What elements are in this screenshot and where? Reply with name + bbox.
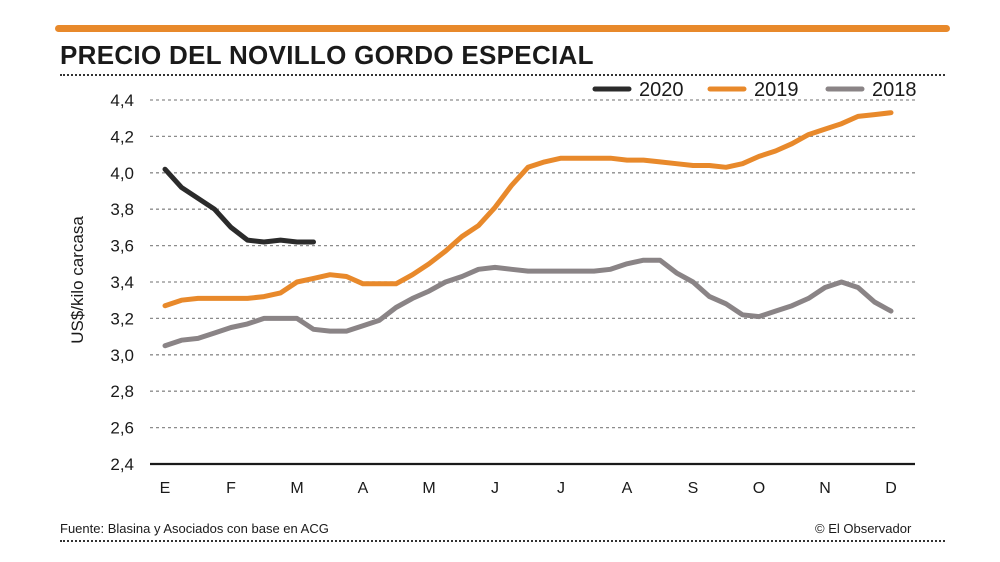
x-tick-label: O xyxy=(753,480,765,497)
y-tick-label: 2,6 xyxy=(110,419,134,438)
y-tick-label: 4,4 xyxy=(110,91,134,110)
y-tick-label: 3,8 xyxy=(110,200,134,219)
credit-label: © El Observador xyxy=(815,521,912,536)
x-tick-label: M xyxy=(290,480,303,497)
x-tick-label: D xyxy=(885,480,897,497)
top-accent-bar xyxy=(55,25,950,32)
y-tick-label: 2,4 xyxy=(110,455,134,474)
y-tick-label: 3,0 xyxy=(110,346,134,365)
x-tick-label: F xyxy=(226,480,236,497)
x-tick-label: J xyxy=(491,480,499,497)
legend-label-2020: 2020 xyxy=(639,79,684,101)
series-line-2020 xyxy=(162,166,316,245)
y-tick-label: 4,2 xyxy=(110,127,134,146)
x-tick-label: S xyxy=(688,480,699,497)
source-note: Fuente: Blasina y Asociados con base en … xyxy=(60,521,329,536)
footer-divider xyxy=(60,540,945,542)
y-tick-label: 3,6 xyxy=(110,237,134,256)
legend-label-2019: 2019 xyxy=(754,79,799,101)
y-tick-label: 3,2 xyxy=(110,309,134,328)
y-tick-label: 4,0 xyxy=(110,164,134,183)
x-tick-label: J xyxy=(557,480,565,497)
chart-title: PRECIO DEL NOVILLO GORDO ESPECIAL xyxy=(60,40,594,70)
y-tick-label: 3,4 xyxy=(110,273,134,292)
y-tick-label: 2,8 xyxy=(110,382,134,401)
x-tick-label: E xyxy=(160,480,171,497)
x-tick-label: A xyxy=(622,480,633,497)
x-tick-label: M xyxy=(422,480,435,497)
legend-label-2018: 2018 xyxy=(872,79,917,101)
series-line-2018 xyxy=(162,257,894,349)
x-tick-label: A xyxy=(358,480,369,497)
series-line-2019 xyxy=(162,110,894,309)
y-axis-label: US$/kilo carcasa xyxy=(68,216,87,344)
x-tick-label: N xyxy=(819,480,831,497)
title-divider xyxy=(60,74,945,76)
